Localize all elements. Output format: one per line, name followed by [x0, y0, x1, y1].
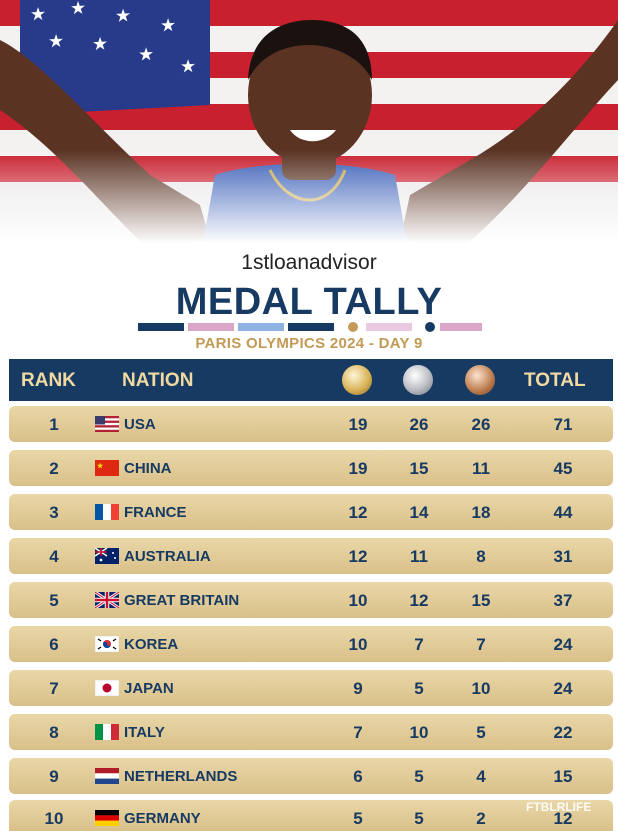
rank-cell: 5: [49, 591, 59, 610]
korea-flag-icon: [95, 636, 119, 652]
rank-cell: 3: [49, 503, 59, 522]
table-row: 3 FRANCE 12 14 18 44: [9, 494, 613, 530]
nation-name: AUSTRALIA: [124, 548, 211, 565]
silver-count: 15: [409, 459, 429, 478]
total-header: TOTAL: [524, 370, 586, 391]
rank-cell: 10: [44, 809, 64, 828]
bronze-count: 26: [471, 415, 491, 434]
table-header: RANK NATION TOTAL: [9, 359, 613, 401]
nation-name: GERMANY: [124, 810, 201, 827]
nation-name: CHINA: [124, 460, 172, 477]
total-count: 24: [553, 679, 573, 698]
gold-count: 9: [353, 679, 363, 698]
australia-flag-icon: [95, 548, 119, 564]
rank-header: RANK: [21, 370, 76, 391]
gold-medal-icon: [342, 365, 372, 395]
bronze-count: 15: [471, 591, 491, 610]
silver-count: 5: [414, 767, 424, 786]
uk-flag-icon: [95, 592, 119, 608]
total-count: 12: [553, 809, 573, 828]
rank-cell: 1: [49, 415, 59, 434]
svg-text:★: ★: [97, 462, 104, 470]
hero-photo: ★ ★ ★ ★ ★ ★ ★ ★: [0, 0, 618, 260]
bottom-watermark: FTBLRLIFE: [526, 800, 592, 814]
table-row: 7 JAPAN 9 5 10 24: [9, 670, 613, 706]
usa-flag-icon: [95, 416, 119, 432]
silver-count: 7: [414, 635, 424, 654]
decorative-pattern: [138, 322, 482, 332]
gold-count: 5: [353, 809, 363, 828]
nation-name: FRANCE: [124, 504, 187, 521]
nation-name: USA: [124, 416, 156, 433]
rank-cell: 8: [49, 723, 59, 742]
netherlands-flag-icon: [95, 768, 119, 784]
rank-cell: 4: [49, 547, 59, 566]
silver-count: 12: [409, 591, 429, 610]
bronze-count: 7: [476, 635, 486, 654]
italy-flag-icon: [95, 724, 119, 740]
nation-name: GREAT BRITAIN: [124, 592, 240, 609]
table-row: 10 GERMANY 5 5 2 12: [9, 800, 613, 831]
table-row: 8 ITALY 7 10 5 22: [9, 714, 613, 750]
total-count: 15: [553, 767, 573, 786]
bronze-count: 2: [476, 809, 486, 828]
rank-cell: 2: [49, 459, 59, 478]
total-count: 24: [553, 635, 573, 654]
bronze-count: 18: [471, 503, 491, 522]
total-count: 71: [553, 415, 573, 434]
silver-medal-icon: [403, 365, 433, 395]
table-row: 1 USA 19 26 26 71: [9, 406, 613, 442]
silver-count: 11: [410, 547, 428, 566]
total-count: 31: [553, 547, 573, 566]
silver-count: 5: [414, 679, 424, 698]
page-subtitle: PARIS OLYMPICS 2024 - DAY 9: [195, 335, 423, 352]
gold-count: 12: [348, 503, 368, 522]
table-row: 6 KOREA 10 7 7 24: [9, 626, 613, 662]
total-count: 22: [553, 723, 573, 742]
bronze-count: 10: [471, 679, 491, 698]
bronze-count: 5: [476, 723, 486, 742]
france-flag-icon: [95, 504, 119, 520]
japan-flag-icon: [95, 680, 119, 696]
gold-count: 10: [348, 591, 368, 610]
nation-name: JAPAN: [124, 680, 174, 697]
gold-count: 19: [348, 415, 368, 434]
gold-count: 6: [353, 767, 363, 786]
rank-cell: 9: [49, 767, 59, 786]
page-title: MEDAL TALLY: [175, 281, 443, 323]
gold-count: 12: [348, 547, 368, 566]
table-row: 2 ★ CHINA 19 15 11 45: [9, 450, 613, 486]
bronze-count: 4: [476, 767, 486, 786]
table-row: 4 AUSTRALIA 12 11 8 31: [9, 538, 613, 574]
nation-name: KOREA: [124, 636, 179, 653]
nation-name: NETHERLANDS: [124, 768, 238, 785]
total-count: 37: [553, 591, 573, 610]
bronze-medal-icon: [465, 365, 495, 395]
rank-cell: 6: [49, 635, 59, 654]
table-row: 5 GREAT BRITAIN 10 12 15 37: [9, 582, 613, 618]
silver-count: 26: [409, 415, 429, 434]
gold-count: 10: [348, 635, 368, 654]
nation-name: ITALY: [124, 724, 165, 741]
silver-count: 14: [409, 503, 429, 522]
gold-count: 19: [348, 459, 368, 478]
table-row: 9 NETHERLANDS 6 5 4 15: [9, 758, 613, 794]
rank-cell: 7: [49, 679, 59, 698]
gold-count: 7: [353, 723, 363, 742]
germany-flag-icon: [95, 810, 119, 826]
total-count: 45: [553, 459, 573, 478]
bronze-count: 11: [472, 459, 490, 478]
watermark-text: 1stloanadvisor: [241, 251, 377, 274]
total-count: 44: [553, 503, 573, 522]
silver-count: 5: [414, 809, 424, 828]
china-flag-icon: ★: [95, 460, 119, 476]
nation-header: NATION: [122, 370, 194, 391]
silver-count: 10: [409, 723, 429, 742]
bronze-count: 8: [476, 547, 486, 566]
